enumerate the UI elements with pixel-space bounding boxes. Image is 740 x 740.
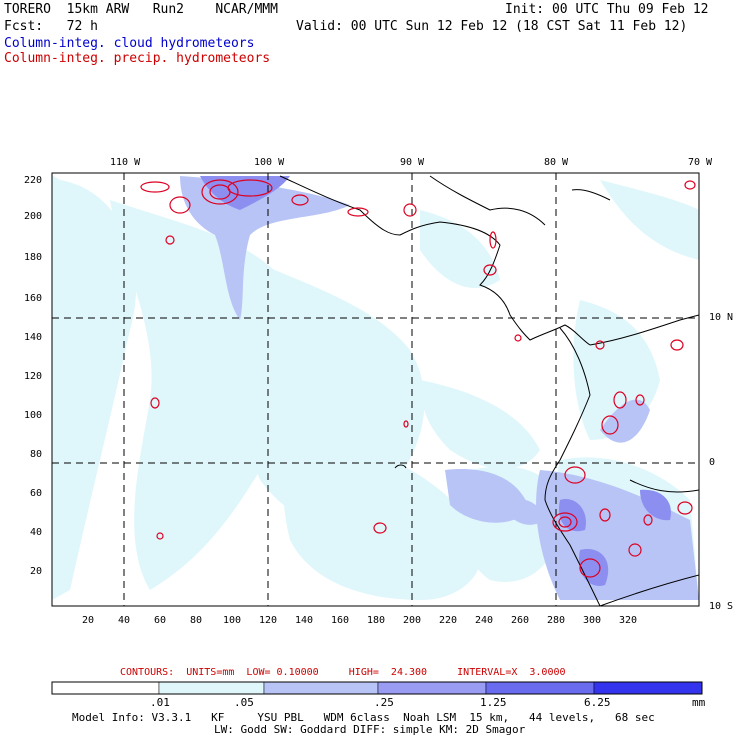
- field-precip-label: Column-integ. precip. hydrometeors: [4, 51, 271, 66]
- lon-label-90w: 90 W: [400, 157, 425, 168]
- x-tick: 20: [82, 615, 95, 626]
- x-tick: 300: [583, 615, 602, 626]
- x-tick: 140: [295, 615, 314, 626]
- contours-info: CONTOURS: UNITS=mm LOW= 0.10000 HIGH= 24…: [120, 667, 566, 678]
- lon-label-110w: 110 W: [110, 157, 141, 168]
- colorbar-label: .01: [150, 696, 170, 709]
- lon-label-70w: 70 W: [688, 157, 713, 168]
- x-tick: 80: [190, 615, 203, 626]
- x-tick: 120: [259, 615, 278, 626]
- x-tick: 260: [511, 615, 530, 626]
- precip-contours: [140, 179, 696, 578]
- colorbar-label: 1.25: [480, 696, 507, 709]
- colorbar-swatch: [263, 681, 379, 695]
- lat-label-0: 0: [709, 457, 716, 468]
- x-tick: 180: [367, 615, 386, 626]
- forecast-hour: Fcst: 72 h: [4, 19, 98, 34]
- colorbar-label: .25: [374, 696, 394, 709]
- x-tick: 280: [547, 615, 566, 626]
- y-tick: 100: [24, 410, 43, 421]
- x-tick: 240: [475, 615, 494, 626]
- lat-lon-grid: [52, 173, 699, 606]
- model-info: Model Info: V3.3.1 KF YSU PBL WDM 6class…: [72, 711, 655, 724]
- x-tick: 220: [439, 615, 458, 626]
- model-title: TORERO 15km ARW Run2 NCAR/MMM: [4, 2, 278, 17]
- coastlines: [279, 175, 699, 606]
- cloud-field: [52, 173, 699, 606]
- y-tick: 180: [24, 252, 43, 263]
- x-tick: 60: [154, 615, 167, 626]
- y-tick: 200: [24, 211, 43, 222]
- init-time: Init: 00 UTC Thu 09 Feb 12: [505, 2, 709, 17]
- y-tick: 60: [30, 488, 43, 499]
- colorbar-swatch: [485, 681, 595, 695]
- physics-info: LW: Godd SW: Goddard DIFF: simple KM: 2D…: [214, 723, 526, 736]
- y-tick: 20: [30, 566, 43, 577]
- x-tick: 160: [331, 615, 350, 626]
- lon-label-100w: 100 W: [254, 157, 285, 168]
- y-tick: 40: [30, 527, 43, 538]
- x-tick: 40: [118, 615, 131, 626]
- y-tick: 140: [24, 332, 43, 343]
- y-tick: 220: [24, 175, 43, 186]
- colorbar-frame: [51, 681, 703, 695]
- x-tick: 200: [403, 615, 422, 626]
- y-tick: 160: [24, 293, 43, 304]
- lat-label-10n: 10 N: [709, 312, 734, 323]
- colorbar-swatch: [593, 681, 703, 695]
- plot-frame: [51, 172, 700, 607]
- colorbar-swatch: [158, 681, 265, 695]
- x-tick: 100: [223, 615, 242, 626]
- field-cloud-label: Column-integ. cloud hydrometeors: [4, 36, 255, 51]
- colorbar-label: .05: [234, 696, 254, 709]
- colorbar-swatch: [51, 681, 160, 695]
- x-tick: 320: [619, 615, 638, 626]
- valid-time: Valid: 00 UTC Sun 12 Feb 12 (18 CST Sat …: [296, 19, 688, 34]
- y-tick: 120: [24, 371, 43, 382]
- lon-label-80w: 80 W: [544, 157, 569, 168]
- colorbar-label: 6.25: [584, 696, 611, 709]
- colorbar: [51, 681, 703, 695]
- colorbar-unit: mm: [692, 696, 706, 709]
- colorbar-swatch: [377, 681, 487, 695]
- lat-label-10s: 10 S: [709, 601, 734, 612]
- y-tick: 80: [30, 449, 43, 460]
